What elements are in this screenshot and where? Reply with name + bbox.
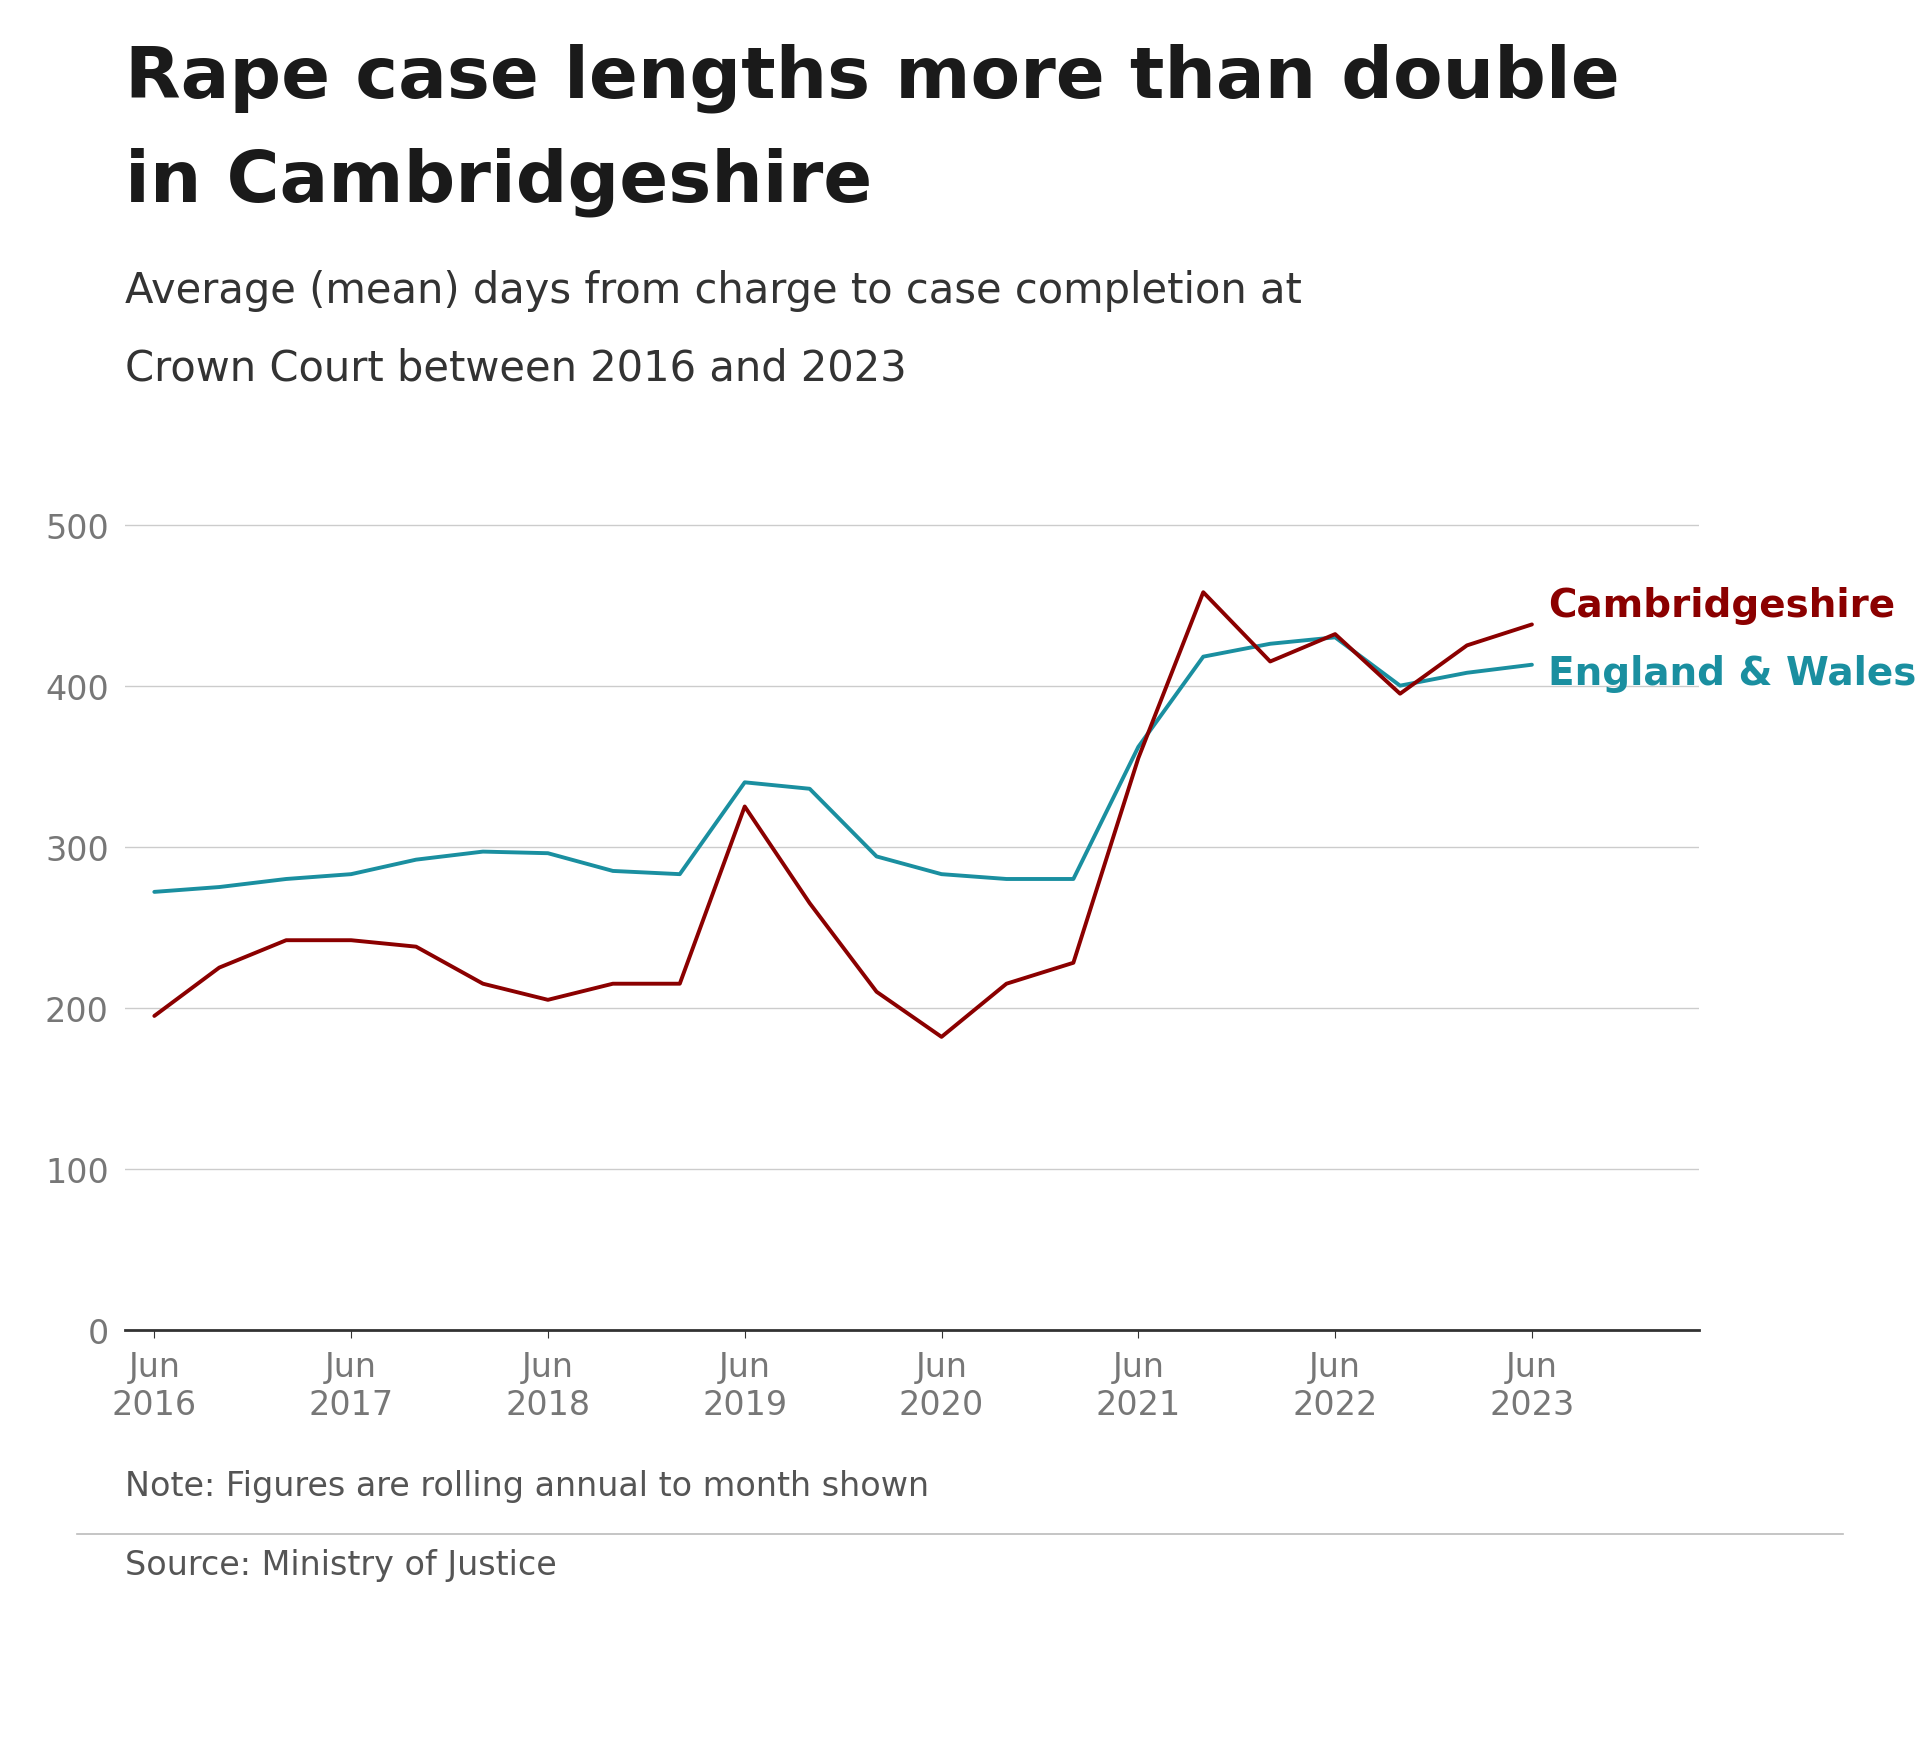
Text: Cambridgeshire: Cambridgeshire	[1548, 586, 1895, 624]
Text: Crown Court between 2016 and 2023: Crown Court between 2016 and 2023	[125, 348, 906, 390]
Text: Rape case lengths more than double: Rape case lengths more than double	[125, 43, 1620, 113]
Text: B: B	[1734, 1645, 1757, 1673]
Text: in Cambridgeshire: in Cambridgeshire	[125, 148, 872, 217]
Text: C: C	[1857, 1645, 1880, 1673]
Text: Source: Ministry of Justice: Source: Ministry of Justice	[125, 1548, 557, 1581]
Text: England & Wales: England & Wales	[1548, 654, 1916, 692]
Text: Average (mean) days from charge to case completion at: Average (mean) days from charge to case …	[125, 270, 1302, 311]
Text: Note: Figures are rolling annual to month shown: Note: Figures are rolling annual to mont…	[125, 1469, 929, 1502]
Text: B: B	[1795, 1645, 1818, 1673]
